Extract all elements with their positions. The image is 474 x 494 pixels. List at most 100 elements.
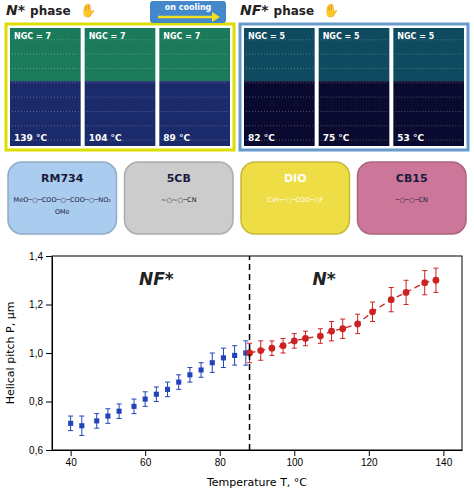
panel-texture bbox=[395, 111, 462, 112]
point bbox=[369, 308, 376, 315]
molecule-name: DIO bbox=[284, 172, 307, 185]
panel-bottom bbox=[319, 81, 390, 146]
molecule: CB15 ─○─○─CN bbox=[358, 162, 467, 234]
series-line bbox=[250, 280, 436, 353]
phase-group: N*phase✋NGC = 7139 °CNGC = 7104 °CNGC = … bbox=[6, 2, 234, 150]
molecule: 5CB∼○∼○─CN bbox=[125, 162, 234, 234]
y-tick-label: 1,4 bbox=[29, 251, 43, 262]
y-tick: 0,8 bbox=[29, 396, 52, 407]
x-tick-mark bbox=[145, 450, 146, 456]
panel-texture bbox=[87, 82, 154, 83]
panel-texture bbox=[12, 125, 79, 126]
x-tick-label: 80 bbox=[215, 457, 227, 468]
panel-top bbox=[159, 28, 230, 81]
point bbox=[388, 296, 395, 303]
molecule-name: 5CB bbox=[167, 172, 191, 185]
series bbox=[68, 341, 248, 436]
y-axis-title: Helical pitch P, μm bbox=[4, 302, 17, 405]
x-tick: 60 bbox=[140, 450, 152, 468]
annotations: NF*N* bbox=[139, 269, 336, 289]
point bbox=[328, 328, 335, 335]
panel-texture bbox=[246, 68, 313, 69]
hand-icon: ✋ bbox=[323, 3, 339, 18]
x-tick-label: 140 bbox=[436, 457, 453, 468]
point bbox=[291, 337, 298, 344]
panel-texture bbox=[12, 82, 79, 83]
phase-label: phase bbox=[274, 4, 315, 18]
panel-texture bbox=[12, 111, 79, 112]
arrow-head bbox=[212, 12, 220, 22]
panel-bottom bbox=[244, 81, 315, 146]
error-bar bbox=[258, 341, 263, 360]
phase-border bbox=[240, 24, 468, 150]
panel-label: NGC = 5 bbox=[248, 32, 285, 41]
molecule-pill bbox=[125, 162, 234, 234]
panel-bottom bbox=[10, 81, 81, 146]
panel-texture bbox=[161, 54, 228, 55]
panel-bottom bbox=[393, 81, 464, 146]
phase-name: NF* bbox=[240, 2, 269, 18]
panel-texture bbox=[395, 125, 462, 126]
micro-panel: NGC = 553 °C bbox=[393, 28, 464, 146]
error-bar bbox=[143, 392, 148, 407]
error-bar bbox=[329, 321, 334, 340]
micro-panel: NGC = 575 °C bbox=[319, 28, 390, 146]
error-bar bbox=[117, 404, 122, 419]
error-bar bbox=[165, 382, 170, 397]
molecule-structure: OMe bbox=[55, 208, 70, 216]
x-tick-label: 100 bbox=[286, 457, 303, 468]
x-tick-mark bbox=[443, 450, 444, 456]
panel-texture bbox=[321, 97, 388, 98]
phase-border bbox=[6, 24, 234, 150]
error-bar bbox=[68, 416, 73, 431]
panel-bottom bbox=[85, 81, 156, 146]
y-tick-mark bbox=[46, 353, 52, 354]
phase-panels: N*phase✋NGC = 7139 °CNGC = 7104 °CNGC = … bbox=[6, 2, 468, 150]
x-axis-title: Temperature T, °C bbox=[206, 476, 307, 489]
panel-temperature: 139 °C bbox=[14, 133, 47, 143]
error-bar bbox=[199, 363, 204, 378]
micro-panel: NGC = 7104 °C bbox=[85, 28, 156, 146]
figure: N*phase✋NGC = 7139 °CNGC = 7104 °CNGC = … bbox=[0, 0, 474, 494]
x-tick-mark bbox=[220, 450, 221, 456]
error-bar bbox=[187, 368, 192, 383]
panel-texture bbox=[395, 97, 462, 98]
cooling-arrow: on cooling bbox=[150, 1, 226, 23]
point bbox=[232, 353, 237, 358]
point bbox=[79, 423, 84, 428]
panel-texture bbox=[395, 54, 462, 55]
error-bar bbox=[292, 334, 297, 349]
micro-panel: NGC = 5 82 °C bbox=[244, 28, 315, 146]
panel-texture bbox=[161, 68, 228, 69]
arrow-box bbox=[150, 1, 226, 23]
y-tick-mark bbox=[46, 305, 52, 306]
panel-temperature: 82 °C bbox=[248, 133, 275, 143]
panel-label: NGC = 5 bbox=[323, 32, 360, 41]
arrow-label: on cooling bbox=[165, 3, 212, 12]
panel-texture bbox=[87, 111, 154, 112]
x-tick: 120 bbox=[361, 450, 378, 468]
panel-texture bbox=[12, 68, 79, 69]
molecule-name: CB15 bbox=[396, 172, 428, 185]
molecule-structure: ─○─○─CN bbox=[395, 196, 429, 204]
x-tick: 80 bbox=[215, 450, 227, 468]
point bbox=[280, 342, 287, 349]
point bbox=[187, 372, 192, 377]
panel-texture bbox=[161, 125, 228, 126]
panel-texture bbox=[321, 82, 388, 83]
point bbox=[317, 333, 324, 340]
x-tick-mark bbox=[369, 450, 370, 456]
panel-top bbox=[319, 28, 390, 81]
point bbox=[354, 321, 361, 328]
point bbox=[68, 421, 73, 426]
panel-texture bbox=[161, 97, 228, 98]
panel-texture bbox=[321, 68, 388, 69]
x-tick-label: 60 bbox=[140, 457, 152, 468]
series bbox=[246, 268, 439, 363]
error-bar bbox=[355, 314, 360, 333]
y-tick-label: 1,0 bbox=[29, 348, 43, 359]
panel-texture bbox=[87, 54, 154, 55]
phase-label: phase bbox=[30, 4, 71, 18]
error-bar bbox=[318, 329, 323, 344]
panel-texture bbox=[161, 82, 228, 83]
